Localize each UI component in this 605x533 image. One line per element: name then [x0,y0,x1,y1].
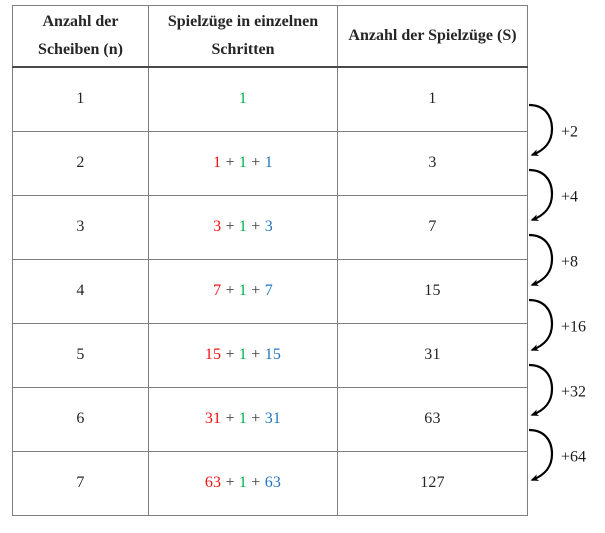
step-term-red: 63 [204,474,222,491]
step-term-black: + [221,282,239,299]
step-term-green: 1 [238,282,248,299]
curved-arrow-icon [528,298,554,351]
step-sum-cell: 1 + 1 + 1 [148,130,338,196]
arrow-increment-label: +8 [561,253,578,270]
header-disks: Anzahl der Scheiben (n) [12,5,149,68]
step-term-green: 1 [238,410,248,427]
difference-arrow: +64 [522,428,604,486]
header-total-moves: Anzahl der Spielzüge (S) [337,5,528,68]
step-sum-cell: 15 + 1 + 15 [148,322,338,388]
disk-count-cell: 7 [12,450,149,516]
header-steps: Spielzüge in einzelnen Schritten [148,5,338,68]
curved-arrow-icon [528,233,554,286]
step-term-black: + [247,154,265,171]
disk-count-cell: 2 [12,130,149,196]
step-term-black: + [221,154,239,171]
step-term-red: 15 [204,346,222,363]
step-term-black: + [247,346,265,363]
step-term-blue: 1 [264,154,273,171]
disk-count-cell: 1 [12,66,149,132]
total-moves-cell: 127 [337,450,528,516]
step-term-blue: 63 [264,474,282,491]
step-term-red: 3 [213,218,222,235]
arrow-increment-label: +2 [561,123,578,140]
step-sum-cell: 3 + 1 + 3 [148,194,338,260]
step-term-green: 1 [238,346,248,363]
table-row: 7 63 + 1 + 63 127 [12,450,528,516]
curved-arrow-icon [528,363,554,416]
total-moves-cell: 15 [337,258,528,324]
curved-arrow-icon [528,168,554,221]
total-moves-cell: 63 [337,386,528,452]
table-row: 5 15 + 1 + 15 31 [12,322,528,388]
total-moves-cell: 1 [337,66,528,132]
curved-arrow-icon [528,103,554,156]
total-moves-cell: 7 [337,194,528,260]
disk-count-cell: 6 [12,386,149,452]
step-term-black: + [221,410,239,427]
step-term-blue: 15 [264,346,282,363]
step-term-red: 1 [213,154,222,171]
difference-arrow: +8 [522,233,604,291]
step-sum-cell: 31 + 1 + 31 [148,386,338,452]
step-term-black: + [247,410,265,427]
step-term-green: 1 [238,154,248,171]
step-term-black: + [221,474,239,491]
difference-arrow: +2 [522,103,604,161]
step-term-green: 1 [238,474,248,491]
arrow-increment-label: +32 [561,383,586,400]
arrow-increment-label: +16 [561,318,586,335]
step-sum-cell: 1 [148,66,338,132]
step-term-black: + [221,346,239,363]
arrow-increment-label: +4 [561,188,578,205]
step-term-blue: 7 [264,282,273,299]
table-row: 1 1 1 [12,66,528,132]
step-term-black: + [247,282,265,299]
step-term-blue: 31 [264,410,282,427]
difference-arrow: +32 [522,363,604,421]
step-term-red: 31 [204,410,222,427]
disk-count-cell: 3 [12,194,149,260]
step-term-red: 7 [213,282,222,299]
step-sum-cell: 63 + 1 + 63 [148,450,338,516]
step-term-black: + [247,218,265,235]
total-moves-cell: 31 [337,322,528,388]
step-term-black: + [221,218,239,235]
step-term-green: 1 [238,90,248,108]
hanoi-moves-table: Anzahl der Scheiben (n) Spielzüge in ein… [12,5,528,516]
difference-arrow: +16 [522,298,604,356]
arrow-increment-label: +64 [561,448,586,465]
step-sum-cell: 7 + 1 + 7 [148,258,338,324]
step-term-blue: 3 [264,218,273,235]
curved-arrow-icon [528,428,554,481]
disk-count-cell: 5 [12,322,149,388]
step-term-black: + [247,474,265,491]
total-moves-cell: 3 [337,130,528,196]
step-term-green: 1 [238,218,248,235]
difference-arrow: +4 [522,168,604,226]
disk-count-cell: 4 [12,258,149,324]
table-row: 6 31 + 1 + 31 63 [12,386,528,452]
table-header-row: Anzahl der Scheiben (n) Spielzüge in ein… [12,5,528,68]
